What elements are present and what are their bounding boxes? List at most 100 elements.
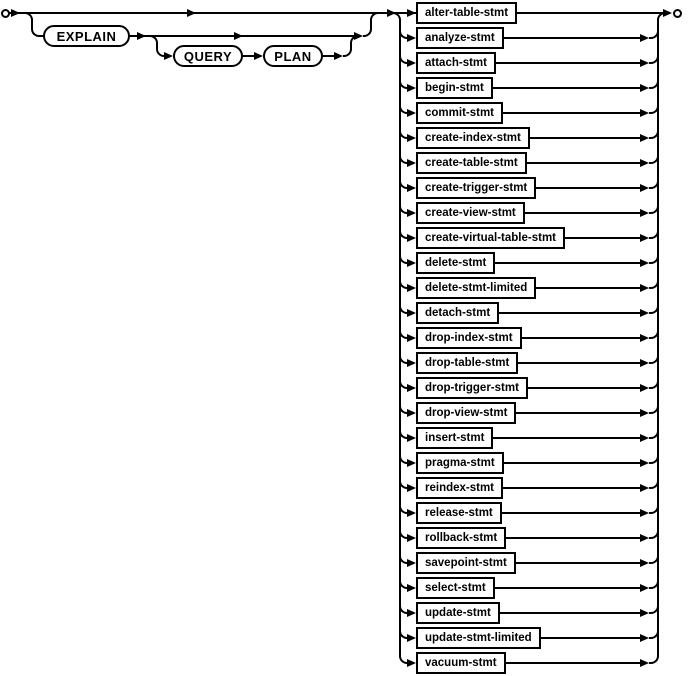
branch-curve-icon bbox=[31, 24, 43, 37]
merge-curve-icon bbox=[649, 127, 659, 139]
branch-curve-icon bbox=[399, 52, 407, 64]
arrow-icon bbox=[640, 559, 649, 567]
connector-line bbox=[243, 55, 255, 57]
connector-line bbox=[526, 162, 640, 164]
branch-curve-icon bbox=[156, 44, 166, 57]
connector-line bbox=[494, 587, 640, 589]
statement-box[interactable]: attach-stmt bbox=[416, 52, 496, 74]
arrow-icon bbox=[407, 9, 416, 17]
connector-line bbox=[517, 12, 649, 14]
arrow-icon bbox=[407, 84, 416, 92]
connector-line bbox=[524, 212, 640, 214]
arrow-icon bbox=[354, 32, 363, 40]
connector-line bbox=[499, 312, 640, 314]
connector-line bbox=[536, 287, 640, 289]
connector-line bbox=[493, 437, 640, 439]
connector-line bbox=[527, 387, 640, 389]
merge-curve-icon bbox=[343, 45, 352, 57]
branch-curve-icon bbox=[399, 577, 407, 589]
statement-box[interactable]: vacuum-stmt bbox=[416, 652, 506, 674]
merge-curve-icon bbox=[649, 77, 659, 89]
query-keyword: QUERY bbox=[173, 45, 243, 67]
statement-box[interactable]: detach-stmt bbox=[416, 302, 500, 324]
statement-box[interactable]: create-virtual-table-stmt bbox=[416, 227, 566, 249]
merge-curve-icon bbox=[649, 377, 659, 389]
statement-box[interactable]: alter-table-stmt bbox=[416, 2, 518, 24]
arrow-icon bbox=[640, 434, 649, 442]
arrow-icon bbox=[640, 334, 649, 342]
arrow-icon bbox=[640, 134, 649, 142]
arrow-icon bbox=[407, 209, 416, 217]
statement-box[interactable]: update-stmt-limited bbox=[416, 627, 541, 649]
arrow-icon bbox=[663, 9, 672, 17]
statement-box[interactable]: delete-stmt-limited bbox=[416, 277, 537, 299]
arrow-icon bbox=[640, 634, 649, 642]
statement-box[interactable]: drop-view-stmt bbox=[416, 402, 517, 424]
statement-box[interactable]: update-stmt bbox=[416, 602, 500, 624]
arrow-icon bbox=[407, 409, 416, 417]
branch-curve-icon bbox=[399, 477, 407, 489]
statement-box[interactable]: create-table-stmt bbox=[416, 152, 527, 174]
arrow-icon bbox=[407, 384, 416, 392]
statement-row: create-view-stmt bbox=[399, 202, 659, 224]
arrow-icon bbox=[407, 184, 416, 192]
arrow-icon bbox=[407, 559, 416, 567]
statement-box[interactable]: savepoint-stmt bbox=[416, 552, 516, 574]
statement-box[interactable]: analyze-stmt bbox=[416, 27, 504, 49]
merge-curve-icon bbox=[649, 452, 659, 464]
branch-curve-icon bbox=[399, 377, 407, 389]
statement-row: delete-stmt-limited bbox=[399, 277, 659, 299]
branch-curve-icon bbox=[399, 27, 407, 39]
statement-box[interactable]: create-view-stmt bbox=[416, 202, 525, 224]
arrow-icon bbox=[407, 634, 416, 642]
arrow-icon bbox=[137, 32, 146, 40]
arrow-icon bbox=[407, 659, 416, 667]
arrow-icon bbox=[640, 584, 649, 592]
arrow-icon bbox=[640, 534, 649, 542]
arrow-icon bbox=[640, 284, 649, 292]
branch-curve-icon bbox=[399, 527, 407, 539]
merge-curve-icon bbox=[370, 12, 382, 24]
statement-row: drop-trigger-stmt bbox=[399, 377, 659, 399]
connector-line bbox=[399, 12, 407, 14]
arrow-icon bbox=[640, 184, 649, 192]
connector-line bbox=[505, 662, 640, 664]
statement-row: create-index-stmt bbox=[399, 127, 659, 149]
statement-row: create-trigger-stmt bbox=[399, 177, 659, 199]
statement-box[interactable]: release-stmt bbox=[416, 502, 502, 524]
statement-box[interactable]: create-index-stmt bbox=[416, 127, 530, 149]
branch-curve-icon bbox=[399, 202, 407, 214]
statement-box[interactable]: rollback-stmt bbox=[416, 527, 507, 549]
branch-curve-icon bbox=[150, 35, 158, 46]
merge-curve-icon bbox=[649, 627, 659, 639]
connector-line bbox=[503, 112, 640, 114]
statement-box[interactable]: pragma-stmt bbox=[416, 452, 504, 474]
arrow-icon bbox=[640, 59, 649, 67]
branch-curve-icon bbox=[25, 12, 33, 24]
statement-row: drop-view-stmt bbox=[399, 402, 659, 424]
merge-curve-icon bbox=[649, 552, 659, 564]
statement-box[interactable]: drop-trigger-stmt bbox=[416, 377, 528, 399]
statement-box[interactable]: drop-table-stmt bbox=[416, 352, 519, 374]
merge-curve-icon bbox=[649, 602, 659, 614]
statement-box[interactable]: drop-index-stmt bbox=[416, 327, 522, 349]
statement-box[interactable]: begin-stmt bbox=[416, 77, 493, 99]
statement-row: create-table-stmt bbox=[399, 152, 659, 174]
statement-box[interactable]: create-trigger-stmt bbox=[416, 177, 537, 199]
arrow-icon bbox=[407, 484, 416, 492]
statement-box[interactable]: insert-stmt bbox=[416, 427, 494, 449]
merge-curve-icon bbox=[649, 477, 659, 489]
arrow-icon bbox=[164, 52, 173, 60]
statement-box[interactable]: delete-stmt bbox=[416, 252, 496, 274]
arrow-icon bbox=[407, 284, 416, 292]
statement-box[interactable]: select-stmt bbox=[416, 577, 495, 599]
connector-line bbox=[516, 412, 640, 414]
explain-keyword: EXPLAIN bbox=[43, 25, 130, 47]
branch-curve-icon bbox=[399, 127, 407, 139]
merge-curve-icon bbox=[649, 27, 659, 39]
statement-box[interactable]: reindex-stmt bbox=[416, 477, 504, 499]
branch-curve-icon bbox=[399, 177, 407, 189]
statement-row: rollback-stmt bbox=[399, 527, 659, 549]
arrow-icon bbox=[407, 159, 416, 167]
statement-box[interactable]: commit-stmt bbox=[416, 102, 504, 124]
